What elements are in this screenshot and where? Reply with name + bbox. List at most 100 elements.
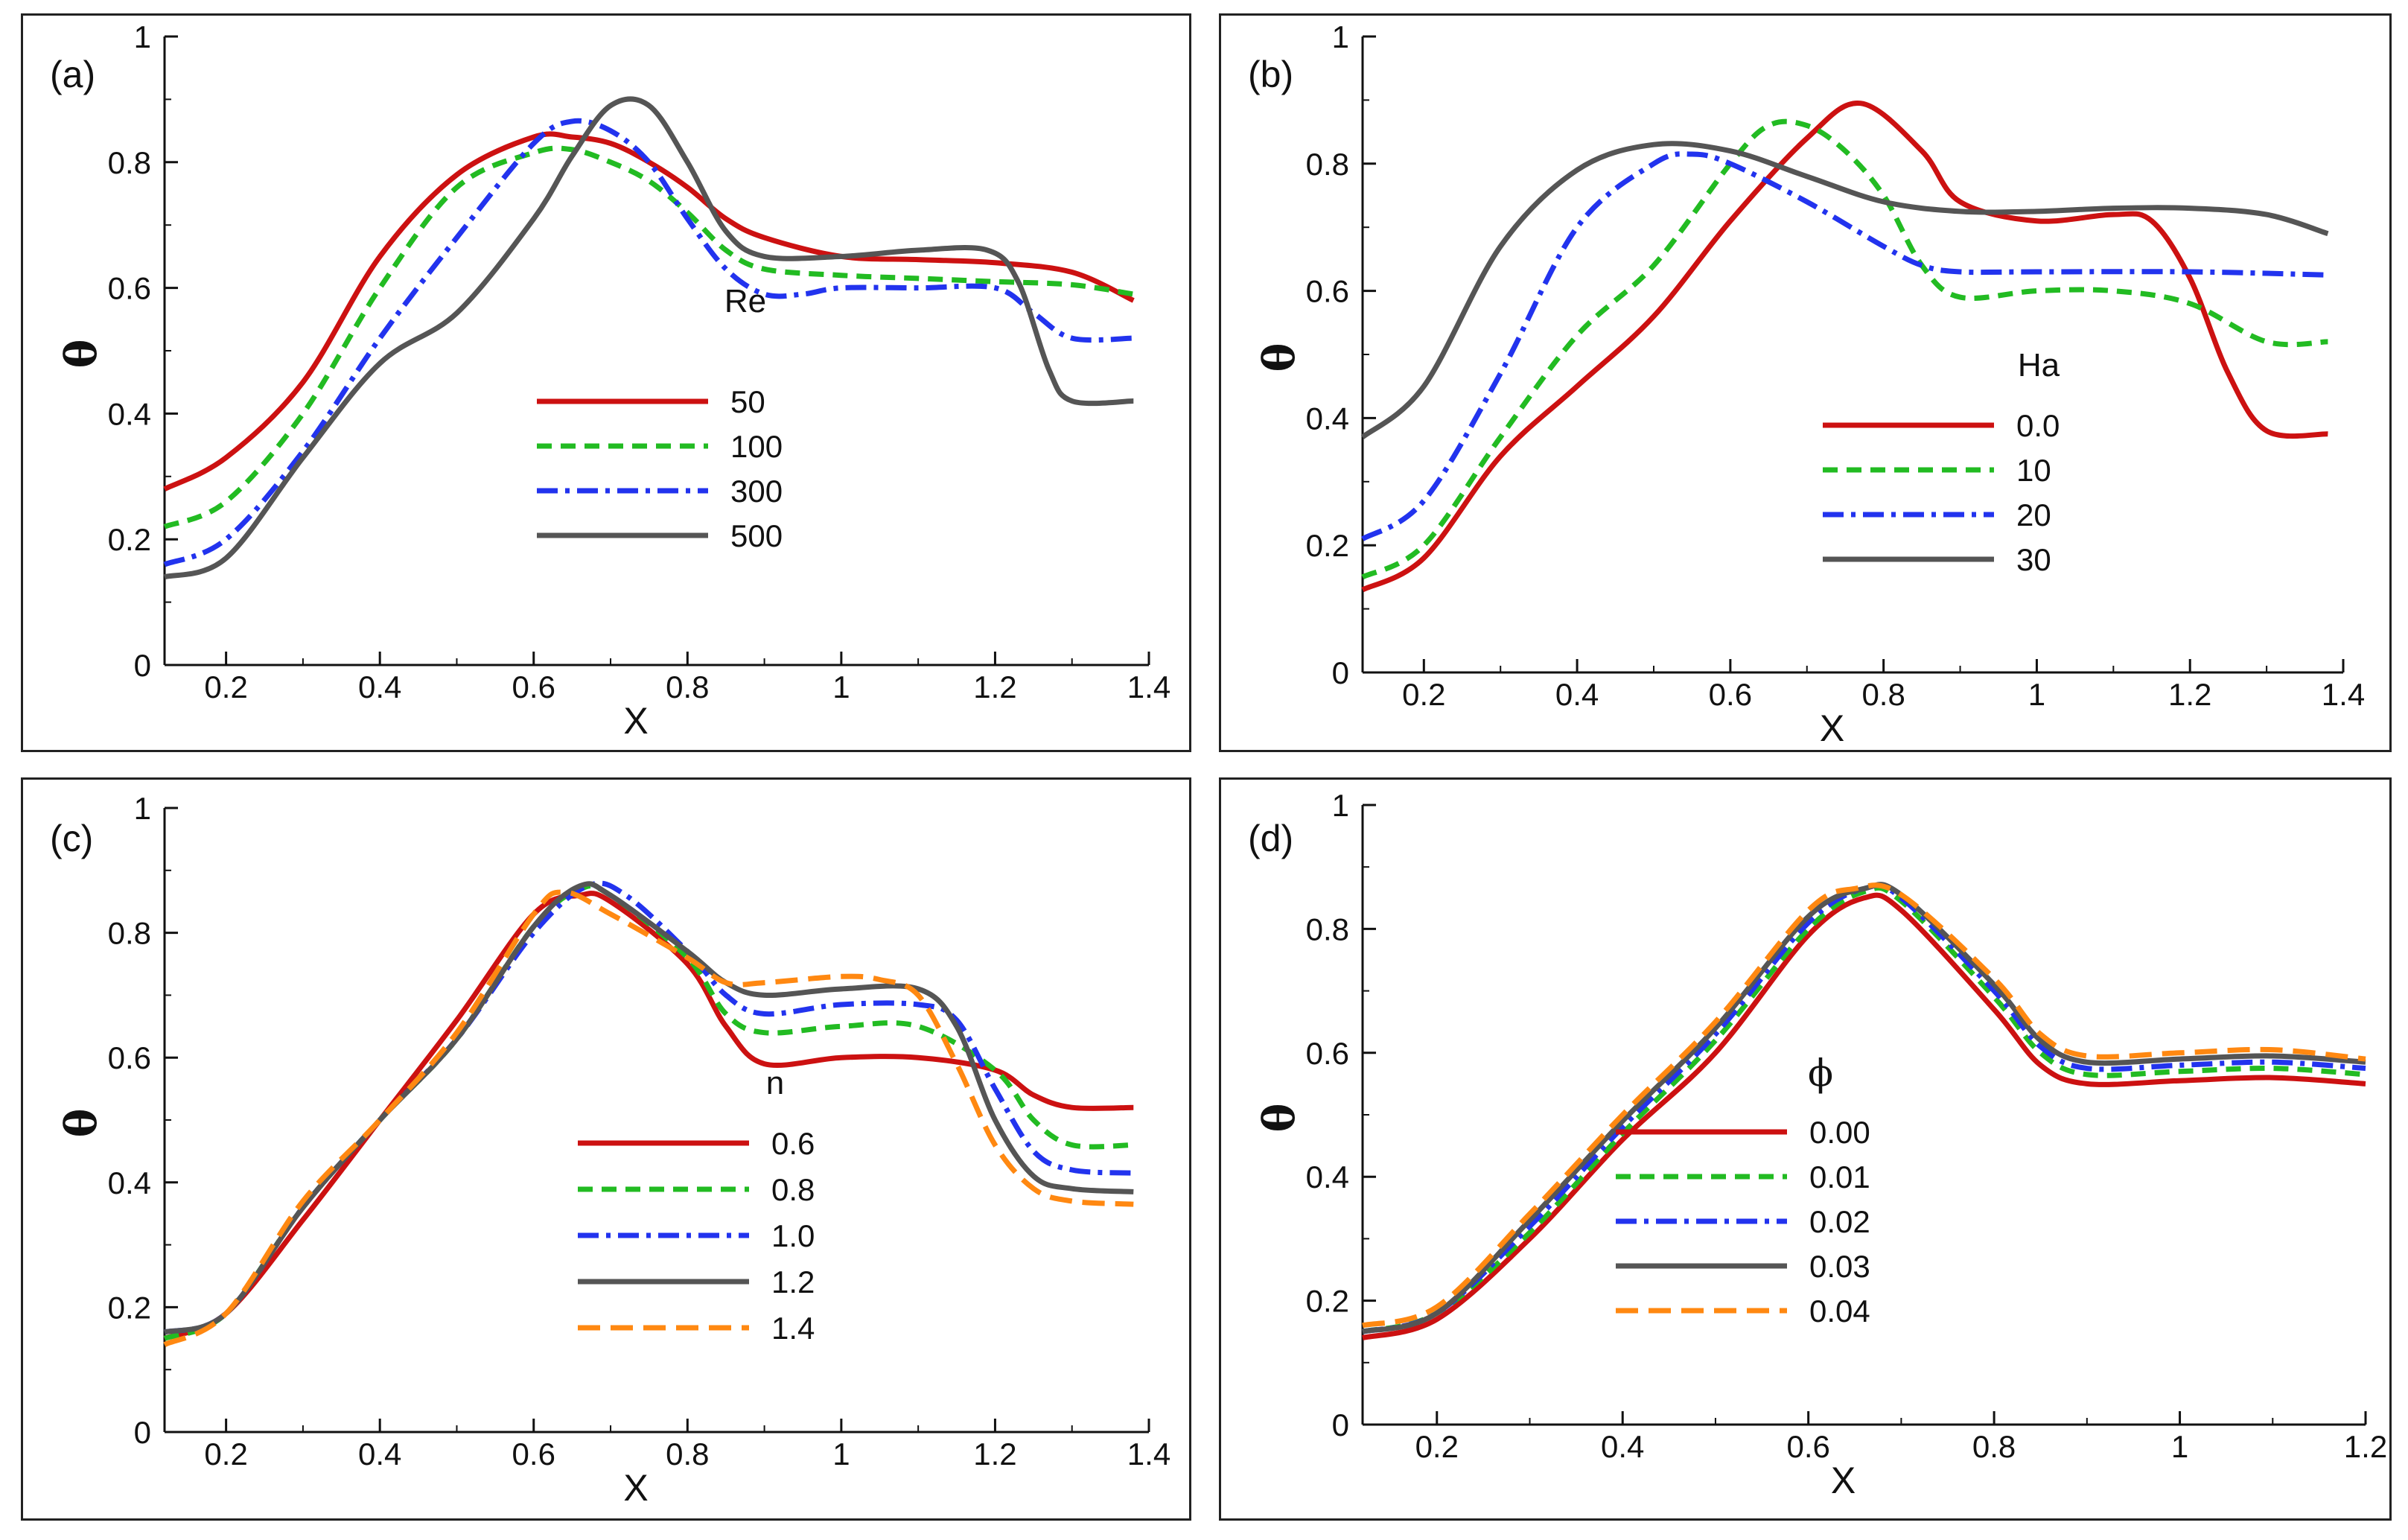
y-tick-label: 0.8	[108, 145, 151, 180]
x-tick-label: 0.2	[204, 669, 247, 704]
legend-title: ϕ	[1808, 1051, 1833, 1095]
x-tick-label: 0.6	[1786, 1429, 1829, 1464]
legend-label-20: 20	[2016, 497, 2051, 532]
y-axis-title: θ	[56, 340, 106, 369]
series-line-0.03	[1362, 882, 2366, 1334]
x-tick-label: 1.2	[2344, 1429, 2387, 1464]
x-tick-label: 0.6	[512, 669, 555, 704]
series-line-0.0	[1361, 101, 2328, 593]
x-axis-title: X	[623, 1467, 648, 1509]
y-tick-label: 0.2	[1306, 1284, 1349, 1319]
y-tick-label: 1	[134, 791, 151, 826]
x-tick-label: 0.8	[666, 669, 709, 704]
series-line-1.4	[163, 889, 1134, 1347]
x-tick-label: 0.2	[1402, 677, 1445, 712]
x-tick-label: 1	[832, 669, 850, 704]
y-tick-label: 0.6	[1306, 274, 1349, 309]
y-tick-label: 1	[1332, 19, 1349, 54]
legend-label-0.03: 0.03	[1809, 1249, 1870, 1284]
legend-label-1.2: 1.2	[771, 1264, 815, 1299]
legend-label-0.6: 0.6	[771, 1126, 815, 1161]
y-tick-label: 1	[1332, 788, 1349, 823]
y-tick-label: 0.2	[108, 522, 151, 557]
legend-title: Re	[724, 283, 766, 319]
y-axis-title: θ	[1254, 343, 1305, 372]
x-tick-label: 0.8	[1972, 1429, 2016, 1464]
chart-d: 0.2 0.4 0.6 0.8 1 1.2 0 0.2 0.4 0.6 0.8 1 Xθ (d) ϕ 0.00…	[1248, 788, 2387, 1501]
x-tick-label: 0.4	[358, 669, 401, 704]
y-tick-label: 0.8	[1306, 911, 1349, 946]
x-tick-label: 0.6	[512, 1436, 555, 1471]
series-line-0.8	[163, 883, 1134, 1341]
y-tick-label: 0	[134, 1415, 151, 1450]
legend-label-0.0: 0.0	[2016, 408, 2060, 443]
series-line-10	[1361, 118, 2328, 580]
series-line-0.04	[1362, 882, 2366, 1329]
legend-label-30: 30	[2016, 542, 2051, 577]
series-line-20	[1361, 151, 2328, 541]
x-tick-label: 0.2	[1415, 1429, 1459, 1464]
x-axis-title: X	[1820, 707, 1844, 749]
legend-label-0.00: 0.00	[1809, 1115, 1870, 1150]
y-tick-label: 0.6	[108, 1040, 151, 1075]
legend-label-50: 50	[730, 384, 765, 419]
y-tick-label: 0	[1332, 1407, 1349, 1442]
panel-label: (d)	[1248, 818, 1293, 859]
chart-a: 0.2 0.4 0.6 0.8 1 1.2 1.4 0 0.2 0.4 0.6 0.8 1 Xθ (a) Re…	[50, 19, 1170, 742]
x-tick-label: 0.8	[666, 1436, 709, 1471]
y-tick-label: 0.6	[108, 271, 151, 306]
panel-label: (b)	[1248, 54, 1293, 95]
legend-label-0.04: 0.04	[1809, 1294, 1870, 1329]
x-tick-label: 0.4	[1601, 1429, 1644, 1464]
legend-label-500: 500	[730, 518, 783, 553]
y-tick-label: 0.2	[108, 1290, 151, 1325]
legend-label-0.01: 0.01	[1809, 1159, 1870, 1194]
x-tick-label: 0.6	[1709, 677, 1752, 712]
y-tick-label: 0.4	[108, 1165, 151, 1200]
legend-label-100: 100	[730, 429, 783, 464]
x-tick-label: 1.2	[973, 1436, 1016, 1471]
series-line-1.2	[163, 881, 1134, 1335]
panel-label: (a)	[50, 54, 95, 95]
x-tick-label: 1.4	[1127, 1436, 1170, 1471]
legend-label-10: 10	[2016, 453, 2051, 488]
series-line-0.02	[1362, 882, 2366, 1334]
legend-title: Ha	[2018, 347, 2060, 384]
x-tick-label: 1	[2028, 677, 2045, 712]
y-tick-label: 0.4	[108, 396, 151, 431]
y-tick-label: 1	[134, 19, 151, 54]
series-line-0.6	[163, 891, 1134, 1341]
x-tick-label: 1	[2171, 1429, 2188, 1464]
y-tick-label: 0	[1332, 655, 1349, 690]
series-line-0.00	[1362, 892, 2366, 1340]
x-tick-label: 0.4	[1555, 677, 1599, 712]
x-tick-label: 1	[832, 1436, 850, 1471]
x-axis-title: X	[1831, 1460, 1856, 1501]
x-tick-label: 1.4	[1127, 669, 1170, 704]
x-tick-label: 0.8	[1861, 677, 1905, 712]
x-tick-label: 1.2	[2168, 677, 2211, 712]
series-line-30	[1360, 141, 2329, 439]
series-line-300	[163, 118, 1134, 567]
legend-label-1.4: 1.4	[771, 1311, 815, 1346]
chart-b: 0.2 0.4 0.6 0.8 1 1.2 1.4 0 0.2 0.4 0.6 0.8 1 Xθ (b) Ha…	[1248, 19, 2365, 749]
y-tick-label: 0.6	[1306, 1036, 1349, 1071]
y-tick-label: 0.8	[1306, 147, 1349, 182]
series-line-100	[163, 145, 1134, 529]
x-tick-label: 0.4	[358, 1436, 401, 1471]
x-axis-title: X	[623, 700, 648, 742]
x-tick-label: 1.2	[973, 669, 1016, 704]
legend-label-300: 300	[730, 474, 783, 509]
y-tick-label: 0.4	[1306, 1159, 1349, 1194]
y-tick-label: 0	[134, 648, 151, 683]
x-tick-label: 1.4	[2322, 677, 2365, 712]
legend-label-0.8: 0.8	[771, 1172, 815, 1207]
y-axis-title: θ	[1254, 1104, 1305, 1133]
x-tick-label: 0.2	[204, 1436, 247, 1471]
legend-title: n	[766, 1065, 784, 1101]
y-tick-label: 0.4	[1306, 401, 1349, 436]
